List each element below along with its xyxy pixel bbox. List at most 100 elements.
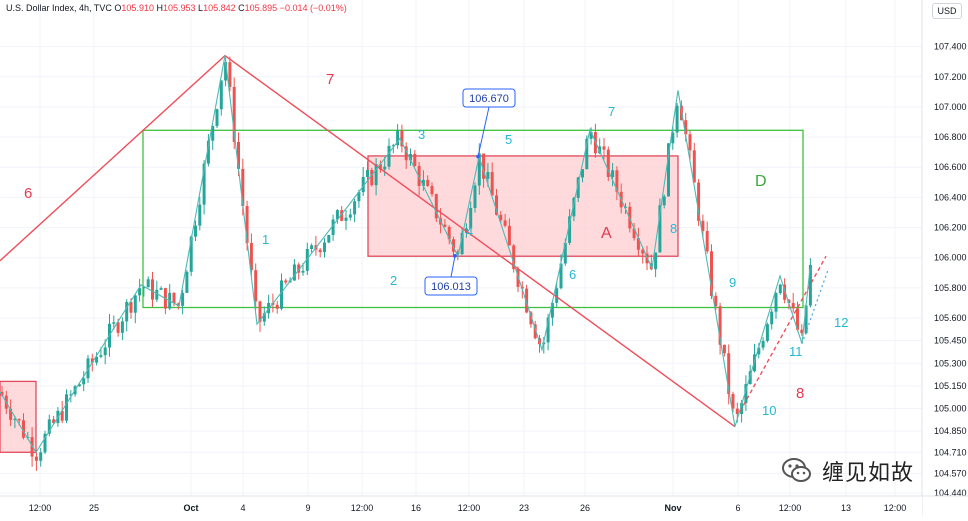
watermark: 缠见如故 <box>780 454 914 488</box>
currency-button[interactable]: USD <box>932 3 962 19</box>
open-label: O <box>114 3 122 13</box>
candle-body <box>430 185 434 195</box>
candle <box>95 352 99 366</box>
x-axis-tick-label: 4 <box>240 503 245 513</box>
candles <box>0 56 812 471</box>
candle-body <box>194 225 197 237</box>
candle <box>434 193 438 223</box>
candle <box>581 169 584 183</box>
candle-body <box>292 264 296 281</box>
low-value: 105.842 <box>203 3 236 13</box>
candle-body <box>211 125 215 141</box>
candle-body <box>654 252 658 270</box>
candle-body <box>550 302 554 318</box>
wechat-icon <box>782 458 811 482</box>
candle <box>525 284 529 314</box>
candle <box>430 182 434 197</box>
candle-body <box>331 219 335 236</box>
candle-body <box>219 80 223 110</box>
candle-body <box>804 305 808 334</box>
candle-body <box>258 301 262 322</box>
y-axis-tick-label: 104.570 <box>934 468 967 478</box>
wave-label-cyan: 2 <box>390 273 397 288</box>
candle-body <box>555 288 559 303</box>
wave-label-cyan: 9 <box>729 275 736 290</box>
candle-body <box>641 249 645 254</box>
candle-body <box>138 288 142 296</box>
candle <box>688 131 692 160</box>
candle <box>568 209 572 246</box>
candle-body <box>692 150 696 183</box>
candle <box>43 430 47 455</box>
candle-body <box>507 225 511 246</box>
candle-body <box>624 206 627 208</box>
candle-body <box>503 220 507 226</box>
candle <box>30 427 34 467</box>
candle-body <box>116 322 120 333</box>
candle <box>318 247 322 258</box>
wave-label-cyan: 6 <box>569 267 576 282</box>
callout-leader <box>450 255 456 278</box>
candle-body <box>17 419 21 421</box>
candle <box>60 401 64 424</box>
callout-price: 106.670 <box>469 93 509 105</box>
candle <box>151 271 154 307</box>
candle-body <box>606 149 610 178</box>
candle-body <box>757 347 761 355</box>
candle <box>378 160 382 173</box>
symbol-title: U.S. Dollar Index, 4h, TVC <box>6 3 112 13</box>
candle <box>292 259 296 281</box>
candle <box>249 233 253 276</box>
candle-body <box>95 356 99 363</box>
candle-body <box>783 284 787 300</box>
candle-body <box>675 105 679 133</box>
y-axis-tick-label: 106.200 <box>934 223 967 233</box>
candle-body <box>434 194 438 219</box>
candle <box>409 148 412 166</box>
candle <box>181 289 185 315</box>
candle-body <box>275 304 279 309</box>
candle-body <box>254 270 258 302</box>
candle-body <box>112 322 116 324</box>
price-callout: 106.013 <box>424 253 478 296</box>
candle <box>697 179 701 227</box>
wave-label-red: 6 <box>24 185 32 202</box>
candle <box>361 166 365 197</box>
candle <box>426 175 430 187</box>
candle-body <box>13 419 17 421</box>
candle <box>172 292 176 307</box>
candle-body <box>404 146 408 161</box>
y-axis-tick-label: 104.440 <box>934 488 967 498</box>
candle-body <box>103 347 107 356</box>
candle-body <box>396 130 400 146</box>
candle <box>198 196 202 231</box>
x-axis-tick-label: 16 <box>411 503 421 513</box>
candle-body <box>189 236 193 272</box>
wave-label-red: 8 <box>796 385 804 402</box>
candle <box>791 292 795 313</box>
x-axis-tick-label: 26 <box>580 503 590 513</box>
candle-body <box>77 384 81 387</box>
candle-body <box>529 312 533 325</box>
y-axis-tick-label: 106.600 <box>934 162 967 172</box>
candle-body <box>469 208 473 229</box>
candle <box>692 142 696 183</box>
candle-body <box>9 408 13 420</box>
candle-body <box>280 280 283 309</box>
candle <box>387 138 391 170</box>
candle <box>417 161 421 196</box>
candle-body <box>722 344 726 354</box>
y-axis-tick-label: 105.450 <box>934 336 967 346</box>
candle-body <box>90 358 94 363</box>
close-value: 105.895 <box>244 3 278 13</box>
candle-body <box>697 182 701 221</box>
candle <box>727 344 731 405</box>
candle <box>297 262 301 280</box>
callout-box <box>424 276 478 296</box>
price-callout: 106.670 <box>462 88 516 159</box>
candle <box>47 414 51 437</box>
x-axis-tick-label: 12:00 <box>351 503 374 513</box>
candle-body <box>232 86 236 142</box>
candle-body <box>486 172 490 179</box>
